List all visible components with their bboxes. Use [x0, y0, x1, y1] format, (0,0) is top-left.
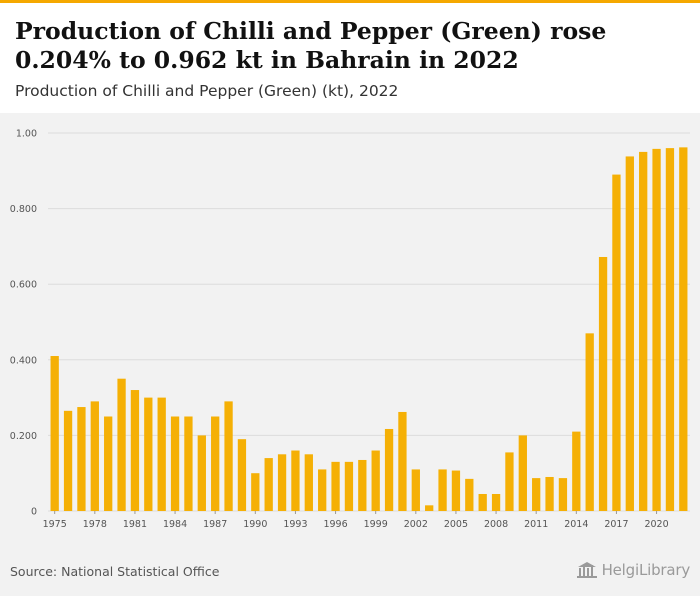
bar	[291, 450, 300, 511]
x-tick-label: 1996	[323, 519, 347, 530]
chart-title: Production of Chilli and Pepper (Green) …	[15, 17, 607, 74]
bar	[625, 156, 634, 511]
bar	[104, 416, 113, 511]
bar	[344, 461, 354, 511]
bar	[652, 148, 661, 511]
bar	[144, 397, 153, 511]
bar	[425, 505, 434, 511]
bar	[598, 256, 608, 511]
bar	[184, 416, 193, 511]
bar	[211, 416, 220, 511]
bar	[532, 478, 541, 511]
chart-subtitle: Production of Chilli and Pepper (Green) …	[15, 82, 399, 100]
bar	[77, 407, 86, 511]
bar	[518, 435, 527, 511]
bar	[478, 493, 487, 511]
bar	[157, 397, 166, 511]
y-tick-label: 1.00	[16, 129, 37, 140]
bar	[331, 461, 340, 511]
library-icon	[576, 562, 597, 578]
x-tick-label: 1975	[43, 519, 67, 530]
bar	[465, 478, 474, 511]
accent-bar	[0, 0, 700, 3]
x-tick-label: 2020	[644, 519, 668, 530]
bar	[90, 401, 99, 511]
bar	[505, 452, 514, 511]
bar	[63, 410, 73, 511]
bar	[237, 439, 247, 511]
plot-background	[0, 113, 700, 531]
y-tick-label: 0.400	[10, 355, 37, 366]
bar	[304, 454, 313, 511]
bar	[170, 416, 180, 511]
x-tick-label: 2011	[524, 519, 548, 530]
y-tick-label: 0.600	[10, 280, 37, 291]
bar	[665, 148, 675, 511]
footer: Source: National Statistical Office Helg…	[0, 531, 700, 596]
bar-chart: 0 0.200 0.400 0.600 0.800 1.00 1975 1978 1981 198…	[10, 129, 690, 530]
x-tick-label: 1981	[123, 519, 147, 530]
bar	[224, 401, 233, 511]
x-tick-label: 1999	[364, 519, 388, 530]
bar	[130, 390, 140, 511]
bar	[318, 469, 327, 511]
bar	[50, 356, 59, 511]
bar	[491, 493, 501, 511]
x-tick-label: 1984	[163, 519, 187, 530]
logo-text: HelgiLibrary	[601, 561, 691, 579]
bar	[411, 469, 420, 511]
bar	[384, 428, 394, 511]
bar	[251, 473, 260, 511]
y-tick-label: 0.800	[10, 204, 37, 215]
x-tick-label: 2014	[564, 519, 588, 530]
bar	[451, 470, 461, 511]
bar	[612, 174, 621, 511]
y-tick-label: 0	[31, 507, 37, 518]
bar	[572, 431, 581, 511]
helgi-library-logo[interactable]: HelgiLibrary	[576, 561, 690, 579]
x-tick-label: 1987	[203, 519, 227, 530]
bar	[117, 378, 126, 511]
y-tick-label: 0.200	[10, 431, 37, 442]
bar	[639, 151, 648, 511]
chart-header: Production of Chilli and Pepper (Green) …	[0, 3, 700, 113]
x-tick-label: 2002	[404, 519, 428, 530]
bar	[277, 454, 287, 511]
bar	[585, 333, 594, 511]
bar	[371, 450, 380, 511]
x-tick-label: 1990	[243, 519, 267, 530]
bar	[438, 469, 447, 511]
x-tick-label: 2017	[604, 519, 628, 530]
bar	[558, 478, 568, 511]
bar	[545, 476, 554, 511]
source-note: Source: National Statistical Office	[10, 564, 220, 579]
bar	[197, 435, 206, 511]
x-tick-label: 1993	[283, 519, 307, 530]
bar	[264, 458, 273, 511]
x-tick-label: 2005	[444, 519, 468, 530]
bar	[358, 459, 367, 511]
x-tick-label: 1978	[83, 519, 107, 530]
bar	[679, 147, 688, 511]
x-tick-label: 2008	[484, 519, 508, 530]
bar	[398, 411, 407, 511]
